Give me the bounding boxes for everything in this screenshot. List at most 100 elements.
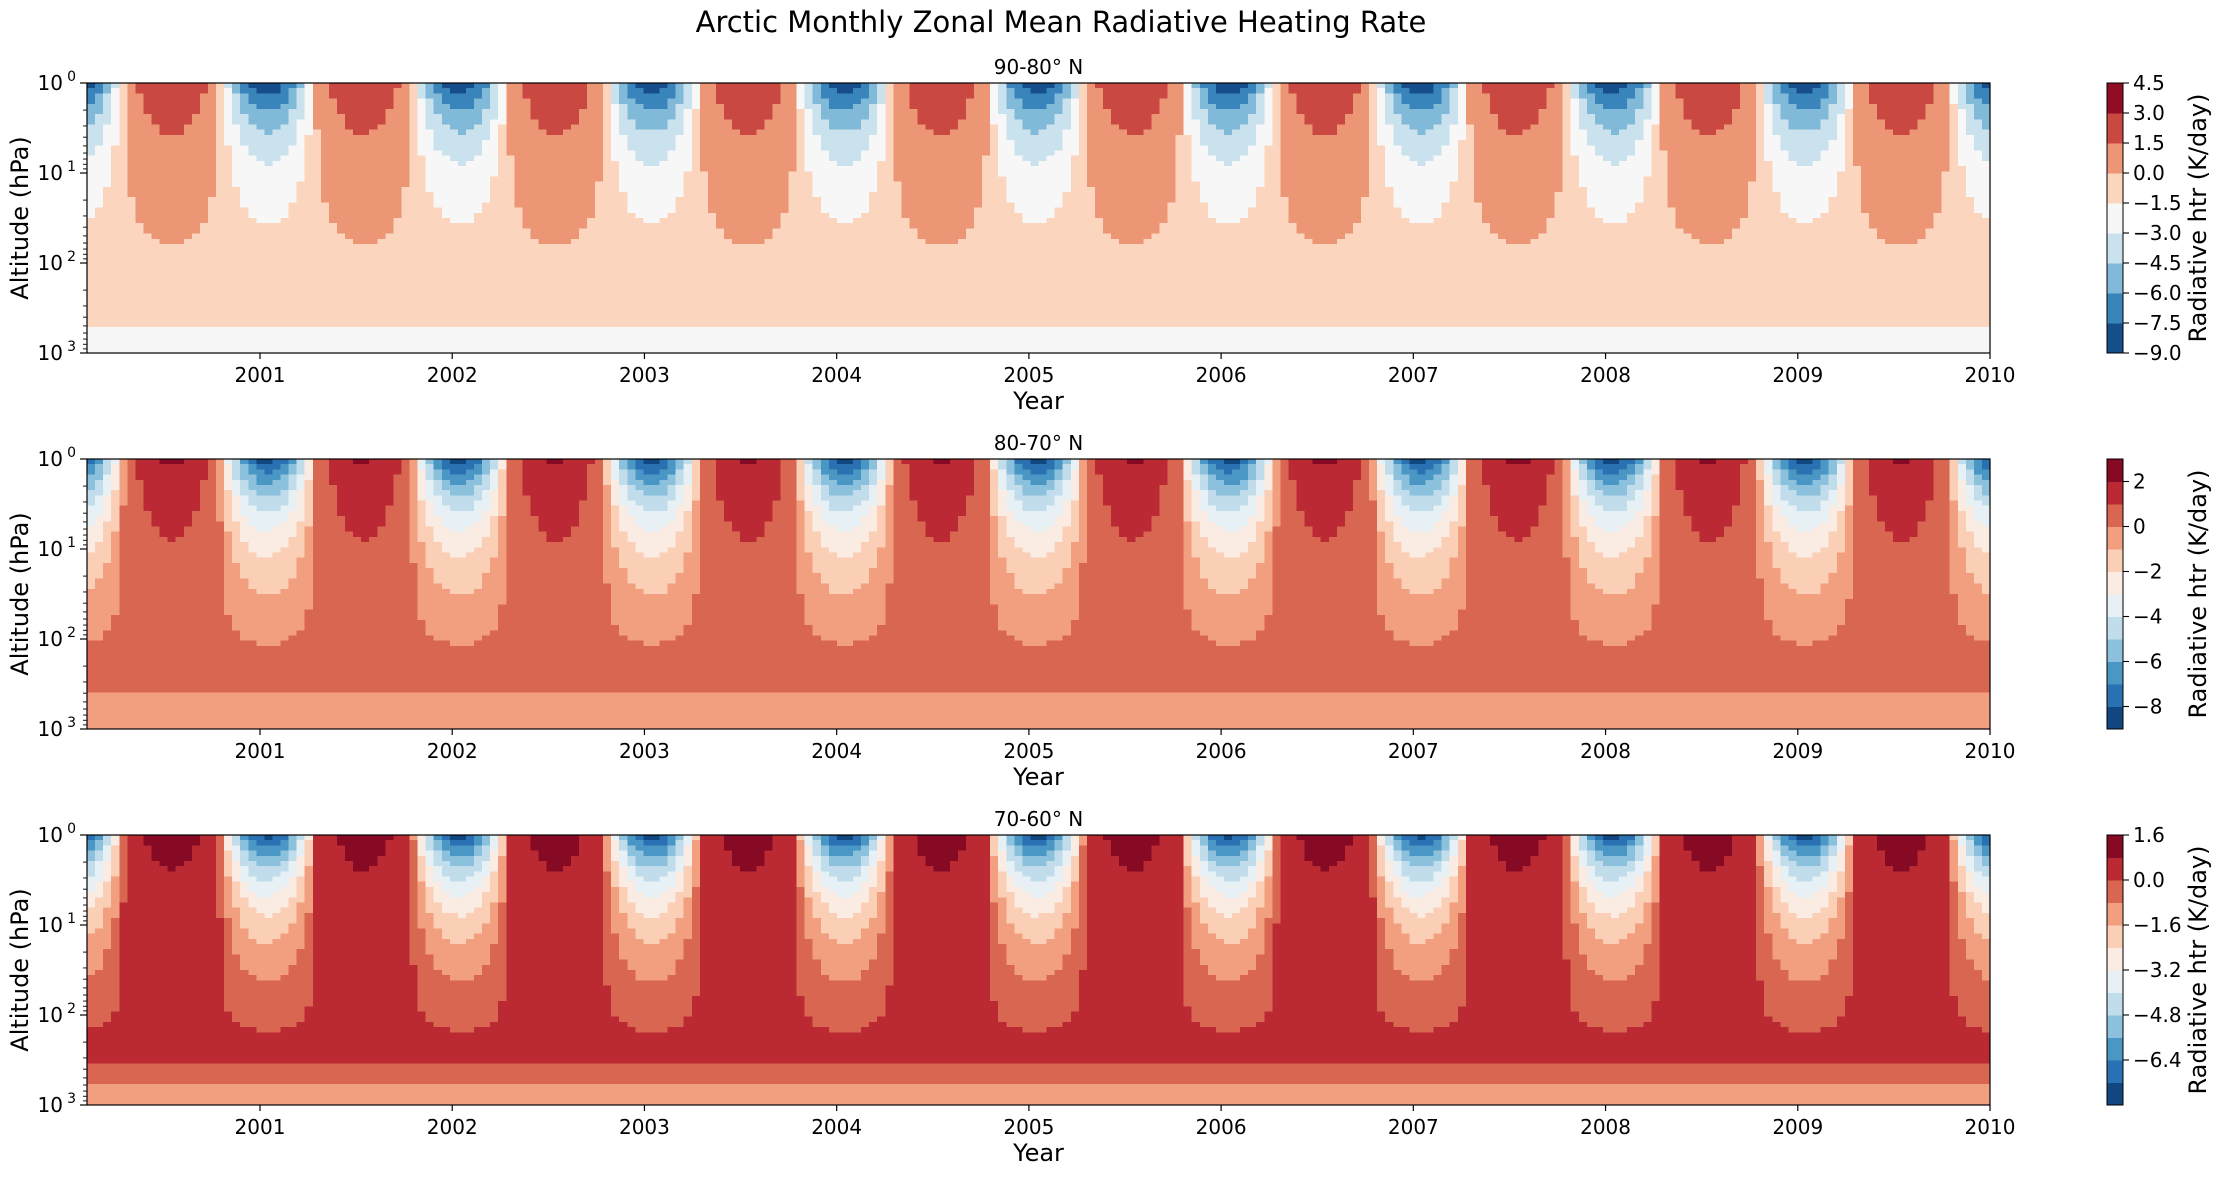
heatmap-cell [1635, 88, 1644, 94]
heatmap-cell [1853, 151, 1862, 157]
heatmap-cell [1555, 104, 1564, 110]
heatmap-cell [369, 114, 378, 120]
heatmap-cell [256, 135, 265, 141]
heatmap-cell [539, 176, 548, 182]
heatmap-cell [676, 114, 685, 120]
heatmap-cell [708, 140, 717, 146]
heatmap-cell [926, 161, 935, 167]
heatmap-cell [466, 182, 475, 188]
heatmap-cell [555, 88, 564, 94]
heatmap-cell [369, 93, 378, 99]
heatmap-cell [353, 135, 362, 141]
heatmap-cell [1684, 114, 1693, 120]
heatmap-cell [1845, 99, 1854, 105]
heatmap-cell [1885, 104, 1894, 110]
heatmap-cell [1538, 99, 1547, 105]
heatmap-cell [531, 104, 540, 110]
heatmap-cell [982, 166, 991, 172]
heatmap-cell [1659, 171, 1668, 177]
heatmap-cell [1837, 166, 1846, 172]
heatmap-cell [442, 93, 451, 99]
heatmap-cell [1861, 145, 1870, 151]
heatmap-cell [458, 187, 467, 193]
heatmap-cell [1974, 156, 1983, 162]
heatmap-cell [1409, 83, 1418, 89]
heatmap-cell [1022, 119, 1031, 125]
heatmap-cell [1369, 88, 1378, 94]
heatmap-cell [885, 125, 894, 131]
heatmap-cell [1014, 114, 1023, 120]
heatmap-cell [272, 187, 281, 193]
heatmap-cell [651, 135, 660, 141]
heatmap-cell [676, 176, 685, 182]
heatmap-cell [248, 171, 257, 177]
heatmap-cell [829, 99, 838, 105]
heatmap-cell [797, 130, 806, 136]
heatmap-cell [482, 187, 491, 193]
heatmap-cell [1877, 156, 1886, 162]
heatmap-cell [1925, 171, 1934, 177]
heatmap-cell [256, 156, 265, 162]
heatmap-cell [329, 187, 338, 193]
heatmap-cell [571, 156, 580, 162]
heatmap-cell [522, 135, 531, 141]
heatmap-cell [966, 151, 975, 157]
heatmap-cell [619, 119, 628, 125]
heatmap-cell [522, 171, 531, 177]
heatmap-cell [692, 114, 701, 120]
heatmap-cell [1305, 145, 1314, 151]
heatmap-cell [692, 119, 701, 125]
heatmap-cell [490, 119, 499, 125]
heatmap-cell [1837, 182, 1846, 188]
heatmap-cell [1563, 119, 1572, 125]
heatmap-cell [103, 83, 112, 89]
heatmap-cell [1627, 145, 1636, 151]
heatmap-cell [1184, 151, 1193, 157]
heatmap-cell [1168, 119, 1177, 125]
heatmap-cell [950, 135, 959, 141]
heatmap-cell [934, 176, 943, 182]
heatmap-cell [1095, 176, 1104, 182]
heatmap-cell [418, 88, 427, 94]
heatmap-cell [1224, 130, 1233, 136]
heatmap-cell [264, 114, 273, 120]
heatmap-cell [789, 83, 798, 89]
heatmap-cell [1377, 109, 1386, 115]
heatmap-cell [1869, 166, 1878, 172]
heatmap-cell [635, 114, 644, 120]
heatmap-cell [684, 171, 693, 177]
heatmap-cell [982, 109, 991, 115]
heatmap-cell [329, 104, 338, 110]
heatmap-cell [1579, 151, 1588, 157]
heatmap-cell [885, 119, 894, 125]
heatmap-cell [1458, 151, 1467, 157]
heatmap-cell [1168, 135, 1177, 141]
heatmap-cell [1700, 161, 1709, 167]
heatmap-cell [909, 83, 918, 89]
heatmap-cell [547, 166, 556, 172]
heatmap-cell [1619, 109, 1628, 115]
heatmap-cell [1877, 145, 1886, 151]
heatmap-cell [232, 156, 241, 162]
heatmap-cell [1958, 109, 1967, 115]
heatmap-cell [1813, 93, 1822, 99]
heatmap-cell [1837, 93, 1846, 99]
heatmap-cell [1547, 161, 1556, 167]
heatmap-cell [240, 83, 249, 89]
heatmap-cell [369, 109, 378, 115]
heatmap-cell [160, 135, 169, 141]
heatmap-cell [1030, 145, 1039, 151]
heatmap-cell [119, 125, 128, 131]
heatmap-cell [869, 145, 878, 151]
heatmap-cell [732, 114, 741, 120]
heatmap-cell [668, 88, 677, 94]
heatmap-cell [152, 187, 161, 193]
heatmap-cell [748, 182, 757, 188]
heatmap-cell [1950, 171, 1959, 177]
heatmap-cell [1474, 88, 1483, 94]
heatmap-cell [1313, 182, 1322, 188]
heatmap-cell [1321, 145, 1330, 151]
heatmap-cell [474, 93, 483, 99]
heatmap-cell [369, 166, 378, 172]
heatmap-cell [845, 140, 854, 146]
